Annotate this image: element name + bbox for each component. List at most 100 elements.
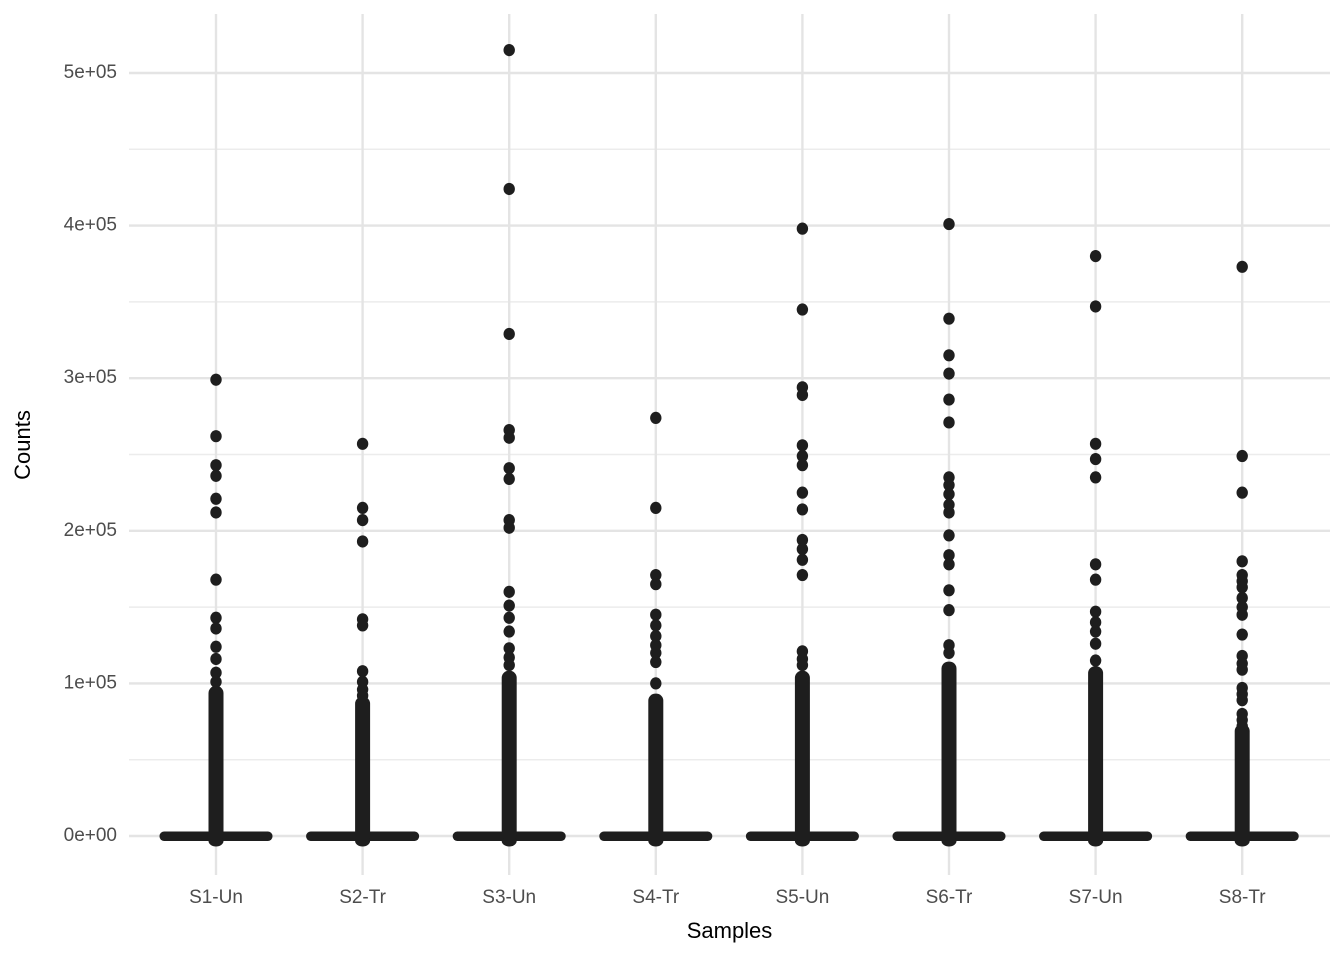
data-point xyxy=(943,478,955,492)
data-point xyxy=(1236,555,1248,568)
data-point xyxy=(503,625,515,638)
data-point xyxy=(943,584,955,597)
data-point xyxy=(503,431,515,444)
data-point xyxy=(503,182,515,196)
dense-point-column xyxy=(208,686,224,841)
sample-column-S2-Tr xyxy=(306,437,420,847)
data-point xyxy=(650,655,662,669)
data-point xyxy=(650,608,662,621)
x-tick-label: S3-Un xyxy=(482,887,536,908)
data-point xyxy=(1236,449,1248,463)
data-point xyxy=(1236,628,1248,641)
y-tick-label: 2e+05 xyxy=(64,520,117,541)
x-tick-label: S5-Un xyxy=(775,887,829,908)
data-point xyxy=(796,533,809,547)
sample-column-S4-Tr xyxy=(599,411,713,847)
data-point xyxy=(356,514,369,527)
y-tick-label: 5e+05 xyxy=(64,62,117,83)
data-point xyxy=(650,646,662,659)
data-point xyxy=(650,568,662,582)
data-point xyxy=(1089,452,1102,466)
data-point xyxy=(1089,605,1102,618)
data-point xyxy=(210,640,222,653)
data-point xyxy=(796,303,809,316)
data-point xyxy=(943,217,955,231)
x-tick-label: S7-Un xyxy=(1069,887,1123,908)
data-point xyxy=(1236,591,1248,605)
dense-point-column xyxy=(941,661,957,841)
data-point xyxy=(1089,558,1102,571)
data-point xyxy=(943,529,955,542)
data-point xyxy=(503,658,515,672)
data-point xyxy=(503,611,515,624)
data-point xyxy=(1089,437,1102,450)
dense-point-column xyxy=(794,670,810,841)
data-point xyxy=(356,501,369,515)
data-point xyxy=(796,658,809,672)
data-point xyxy=(1089,471,1102,484)
x-tick-label: S1-Un xyxy=(189,887,243,908)
data-point xyxy=(650,677,662,690)
x-tick-label: S4-Tr xyxy=(632,887,679,908)
y-tick-label: 0e+00 xyxy=(64,825,117,846)
data-point xyxy=(1236,720,1248,733)
data-point xyxy=(210,573,222,586)
dense-point-column xyxy=(648,693,664,841)
data-point xyxy=(943,349,955,362)
data-point xyxy=(796,553,809,566)
data-point xyxy=(1089,616,1102,629)
data-point xyxy=(503,585,515,598)
data-point xyxy=(943,393,955,406)
data-point xyxy=(796,388,809,402)
data-point xyxy=(210,469,222,482)
data-point xyxy=(650,629,662,643)
data-point xyxy=(943,312,955,325)
data-point xyxy=(1236,486,1248,499)
dense-point-column xyxy=(355,696,371,841)
data-point xyxy=(210,492,222,505)
data-point xyxy=(796,486,809,499)
y-tick-label: 3e+05 xyxy=(64,367,117,388)
data-point xyxy=(796,543,809,556)
data-point xyxy=(356,619,369,632)
data-point xyxy=(943,604,955,617)
data-point xyxy=(1089,625,1102,638)
data-point xyxy=(943,646,955,659)
data-point xyxy=(1089,300,1102,313)
data-point xyxy=(796,568,809,582)
y-tick-label: 1e+05 xyxy=(64,672,117,693)
data-point xyxy=(210,622,222,635)
data-point xyxy=(1089,573,1102,586)
data-point xyxy=(1236,581,1248,594)
data-point xyxy=(503,44,515,57)
dense-point-column xyxy=(501,670,517,841)
data-point xyxy=(210,373,222,386)
x-tick-label: S2-Tr xyxy=(339,887,386,908)
data-point xyxy=(356,437,369,450)
sample-column-S1-Un xyxy=(159,373,273,847)
data-point xyxy=(650,411,662,424)
data-point xyxy=(943,367,955,380)
y-axis-title: Counts xyxy=(10,410,35,480)
data-point xyxy=(210,611,222,624)
sample-column-S5-Un xyxy=(745,222,859,847)
y-tick-label: 4e+05 xyxy=(64,215,117,236)
data-point xyxy=(1236,694,1248,707)
x-axis-tick-labels: S1-Un S2-Tr S3-Un S4-Tr S5-Un S6-Tr S7-Un S8-Tr xyxy=(189,887,1266,908)
sample-column-S8-Tr xyxy=(1185,260,1299,847)
data-point xyxy=(503,642,515,655)
data-point xyxy=(796,222,809,235)
data-point xyxy=(796,503,809,516)
data-point xyxy=(943,416,955,429)
sample-column-S6-Tr xyxy=(892,217,1006,847)
data-point xyxy=(503,472,515,486)
y-axis-tick-labels: 0e+00 1e+05 2e+05 3e+05 4e+05 5e+05 xyxy=(64,62,117,846)
data-point xyxy=(1236,260,1248,273)
data-point xyxy=(356,535,369,548)
x-tick-label: S6-Tr xyxy=(926,887,973,908)
data-point xyxy=(210,652,222,666)
data-point xyxy=(650,578,662,591)
